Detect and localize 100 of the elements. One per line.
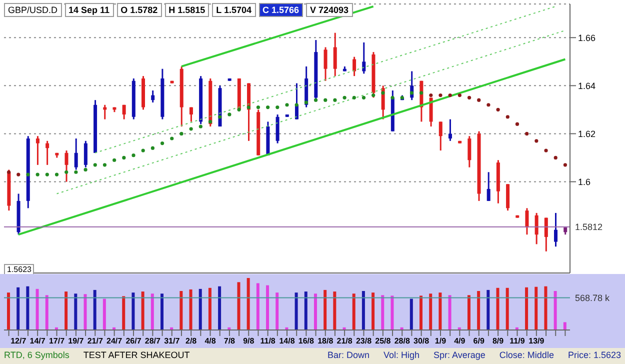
text: TEST AFTER SHAKEOUT: [83, 350, 190, 362]
point: [438, 93, 442, 98]
point: [26, 172, 30, 176]
text: Price: 1.5623: [568, 350, 621, 362]
candlestick: [534, 212, 538, 245]
bar: [266, 285, 270, 330]
x-tick-label: 8/9: [492, 336, 504, 346]
point: [170, 136, 174, 140]
annotation: O 1.5782: [116, 3, 162, 17]
bar: [180, 291, 183, 330]
bar: [198, 288, 202, 330]
candlestick: [36, 135, 40, 166]
bar: [429, 294, 432, 330]
x-tick-label: 31/7: [164, 336, 180, 346]
point: [266, 105, 270, 110]
point: [141, 148, 145, 152]
point: [64, 170, 68, 174]
bar: [7, 292, 10, 330]
bar: [390, 296, 394, 330]
bar: [525, 287, 528, 330]
point: [448, 93, 452, 98]
annotation: C 1.5766: [258, 3, 304, 17]
candlestick: [324, 46, 328, 82]
x-tick-label: 28/8: [394, 336, 410, 346]
candlestick: [189, 106, 193, 122]
point: [160, 142, 164, 146]
candlestick: [74, 138, 78, 170]
bar: [218, 286, 222, 330]
bar: [45, 295, 48, 330]
bar: [486, 290, 490, 330]
point: [6, 170, 11, 174]
bar: [381, 295, 384, 330]
bar: [237, 282, 240, 330]
text: Close: Middle: [499, 350, 554, 362]
x-tick-label: 6/9: [473, 336, 485, 346]
point: [36, 172, 40, 176]
bar: [534, 286, 538, 330]
y-tick-label: 1.66: [578, 32, 596, 43]
candlestick: [468, 135, 472, 168]
x-tick-label: 16/8: [298, 336, 315, 346]
ref-line-label: 568.78 k: [575, 292, 610, 303]
bar: [84, 294, 87, 330]
bar: [438, 292, 442, 330]
candlestick: [554, 212, 558, 248]
y-tick-label: 1.62: [578, 128, 596, 139]
point: [93, 163, 97, 167]
point: [112, 158, 116, 162]
point: [208, 120, 212, 124]
x-tick-label: 23/8: [356, 336, 372, 346]
bar: [132, 292, 135, 330]
candlestick: [64, 150, 68, 182]
point: [314, 98, 318, 102]
x-tick-label: 9/8: [243, 336, 255, 346]
candlestick: [333, 32, 337, 77]
x-tick-label: 2/8: [186, 336, 198, 346]
x-tick-label: 26/7: [126, 336, 142, 346]
x-tick-label: 18/8: [318, 336, 334, 346]
bar: [506, 288, 509, 330]
bar: [189, 289, 192, 330]
bar: [294, 292, 298, 330]
bar: [208, 288, 212, 330]
point: [496, 108, 500, 112]
point: [54, 172, 59, 176]
text: Bar: Down: [327, 350, 370, 362]
point: [198, 124, 202, 128]
bar: [102, 298, 106, 330]
x-tick-label: 13/9: [528, 336, 545, 346]
bar: [333, 292, 336, 330]
candlestick: [544, 217, 548, 252]
bar: [122, 296, 126, 330]
point: [45, 172, 49, 176]
bar: [16, 287, 20, 330]
point: [16, 172, 20, 176]
x-tick-label: 11/9: [510, 336, 526, 346]
annotation: 14 Sep 11: [64, 3, 114, 17]
point: [102, 163, 107, 167]
bar: [141, 292, 144, 330]
point: [525, 132, 529, 136]
text: Vol: High: [384, 350, 420, 362]
point: [429, 93, 433, 98]
x-tick-label: 19/7: [68, 336, 84, 346]
bar: [64, 292, 68, 330]
candlestick: [448, 118, 452, 142]
point: [218, 115, 222, 119]
x-tick-label: 30/8: [414, 336, 430, 346]
point: [285, 103, 289, 107]
candlestick: [352, 56, 356, 77]
point: [324, 98, 328, 102]
point: [467, 96, 472, 100]
bar: [420, 296, 423, 330]
point: [390, 96, 394, 100]
bar: [314, 294, 317, 330]
bar: [324, 290, 327, 330]
point: [180, 132, 184, 136]
bar: [160, 294, 164, 330]
point: [458, 93, 462, 98]
point: [333, 98, 337, 102]
bar: [26, 286, 30, 330]
point: [515, 122, 520, 126]
point: [534, 139, 538, 143]
